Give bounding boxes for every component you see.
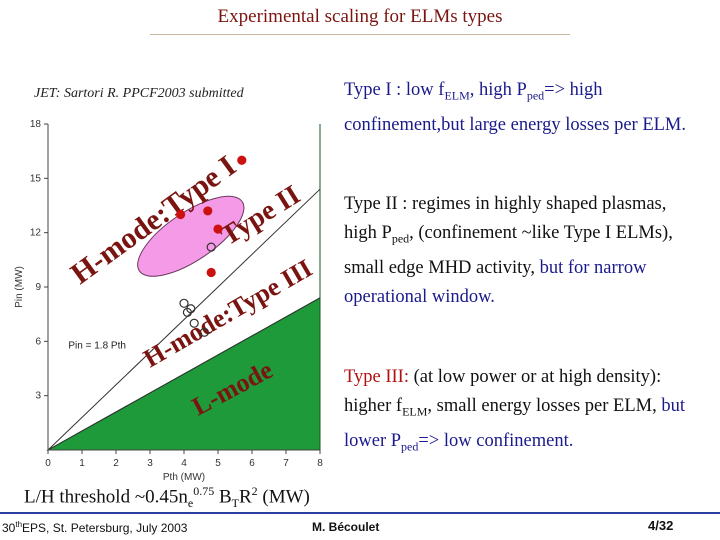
- type1-tail: but large energy losses per ELM.: [441, 114, 686, 135]
- type1-point: [237, 155, 247, 165]
- threshold-sup-two: 2: [251, 484, 258, 498]
- x-axis-label: Pth (MW): [163, 472, 205, 483]
- type3-point: [206, 242, 216, 252]
- type1-after: => high confinement,: [344, 80, 603, 135]
- type3-sub-ped: ped: [401, 439, 419, 454]
- type3-mid: (at low power or at high density): highe…: [344, 367, 662, 416]
- x-tick-label: 2: [113, 458, 119, 469]
- y-tick-label: 18: [30, 119, 42, 130]
- type1-sub-ped: ped: [526, 88, 545, 103]
- type1-paragraph: Type I : low fELM, high Pped=> high conf…: [344, 76, 694, 140]
- x-tick-label: 8: [317, 458, 323, 469]
- type3-point: [186, 304, 196, 314]
- type3-end: => low confinement.: [418, 430, 574, 451]
- threshold-line-upper: [47, 188, 321, 451]
- type3-paragraph: Type III: (at low power or at high densi…: [344, 363, 694, 461]
- type1-point: [203, 206, 213, 216]
- type1-point: [206, 267, 216, 278]
- threshold-sup-exp: 0.75: [193, 484, 215, 498]
- type3-sub-elm: ELM: [402, 404, 428, 419]
- conf-sup: th: [15, 520, 23, 529]
- x-tick-label: 3: [147, 458, 153, 469]
- x-tick-label: 4: [181, 458, 187, 469]
- type3-lead: Type III:: [344, 367, 409, 387]
- reference-text: JET: Sartori R. PPCF2003 submitted: [34, 86, 244, 101]
- type3-after: , small energy losses per ELM,: [427, 396, 657, 416]
- threshold-sub-e: e: [187, 496, 194, 511]
- type1-point: [213, 224, 223, 234]
- page-number: 4/32: [648, 518, 674, 533]
- type1-point: [176, 209, 186, 220]
- x-tick-label: 5: [215, 458, 221, 469]
- threshold-lead: L/H threshold ~0.45n: [24, 486, 188, 508]
- y-tick-label: 6: [35, 336, 41, 347]
- type3-point: [189, 318, 199, 328]
- type3-point: [199, 327, 209, 337]
- x-tick-label: 7: [283, 458, 289, 469]
- lh-threshold: L/H threshold ~0.45ne0.75 BTR2 (MW): [24, 484, 310, 511]
- y-tick-label: 3: [35, 391, 41, 402]
- y-tick-label: 15: [30, 173, 42, 184]
- y-tick-label: 12: [30, 228, 42, 239]
- threshold-mid: B: [218, 486, 232, 508]
- y-axis-label: Pin (MW): [14, 266, 25, 308]
- type2-lead: Type II : regimes in highly shaped plasm…: [344, 194, 667, 243]
- title-underline: [150, 34, 570, 35]
- threshold-line-lower: [47, 297, 321, 451]
- conf-text: EPS, St. Petersburg, July 2003: [22, 521, 188, 535]
- x-tick-label: 0: [45, 458, 51, 469]
- footer-author: M. Bécoulet: [312, 520, 380, 534]
- x-tick-label: 6: [249, 458, 255, 469]
- threshold-mid2: R: [238, 486, 252, 508]
- slide-title: Experimental scaling for ELMs types: [217, 6, 503, 27]
- type2-paragraph: Type II : regimes in highly shaped plasm…: [344, 190, 694, 312]
- footer-conference: 30thEPS, St. Petersburg, July 2003: [2, 520, 187, 535]
- type1-mid: , high P: [469, 80, 527, 100]
- type2-after: , (confinement ~like Type I ELMs), small…: [344, 223, 673, 278]
- type2-sub-ped: ped: [391, 231, 410, 246]
- type3-tail: but lower P: [344, 396, 685, 451]
- x-tick-label: 1: [79, 458, 85, 469]
- conf-number: 30: [2, 521, 16, 535]
- threshold-sub-t: T: [231, 496, 239, 511]
- footer-divider: [0, 512, 720, 514]
- type1-sub-elm: ELM: [444, 88, 470, 103]
- type2-tail: but for narrow operational window.: [344, 257, 647, 307]
- threshold-end: (MW): [262, 486, 310, 508]
- scaling-chart: 0 1 2 3 4 5 6 7 8 3 6 9 12 15 18 Pth (MW) Pin (MW) Pin = …: [8, 110, 338, 485]
- type3-point: [179, 298, 189, 308]
- type1-lead: Type I : low f: [344, 80, 445, 100]
- y-tick-label: 9: [35, 282, 41, 293]
- threshold-line-label: Pin = 1.8 Pth: [68, 341, 126, 352]
